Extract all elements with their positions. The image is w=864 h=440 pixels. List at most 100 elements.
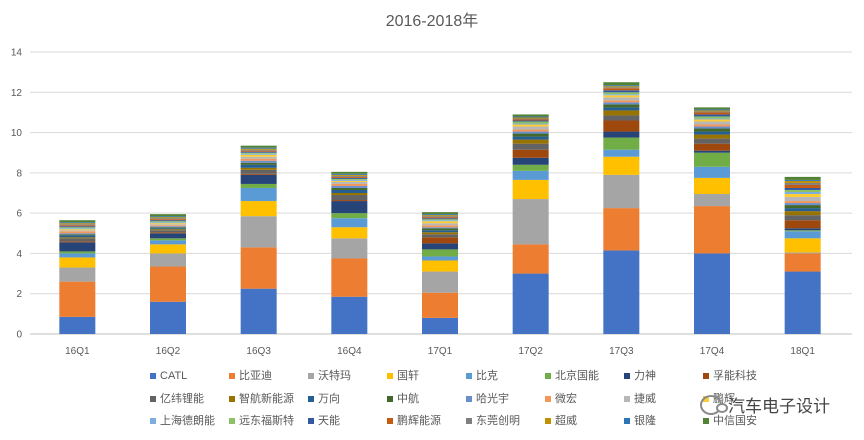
bar-segment bbox=[694, 118, 730, 120]
bar-segment bbox=[59, 222, 96, 224]
legend-label: CATL bbox=[160, 370, 187, 382]
bar-segment bbox=[512, 129, 549, 132]
bar-segment bbox=[331, 171, 368, 174]
legend-label: 孚能科技 bbox=[713, 368, 757, 382]
bar-segment bbox=[59, 231, 96, 234]
legend-label: 亿纬锂能 bbox=[160, 391, 204, 405]
y-tick-label: 0 bbox=[16, 330, 22, 341]
bar-segment bbox=[694, 110, 730, 112]
bar-segment bbox=[512, 133, 549, 137]
bar-segment bbox=[331, 200, 368, 202]
bar-segment bbox=[784, 180, 821, 183]
legend-swatch bbox=[150, 418, 156, 424]
legend-label: 比亚迪 bbox=[239, 369, 272, 382]
bar-segment bbox=[603, 208, 640, 251]
bar-segment bbox=[512, 143, 549, 150]
bar-segment bbox=[150, 219, 186, 221]
bar-segment bbox=[784, 191, 821, 195]
legend-swatch bbox=[150, 396, 156, 402]
bar-segment bbox=[422, 218, 458, 220]
bar-segment bbox=[331, 193, 368, 196]
legend-swatch bbox=[703, 418, 709, 424]
legend-label: 银隆 bbox=[634, 413, 656, 427]
x-tick-label: 16Q1 bbox=[65, 346, 90, 357]
bar-segment bbox=[603, 120, 640, 132]
bar-segment bbox=[422, 260, 458, 272]
legend-label: 哈光宇 bbox=[476, 391, 509, 405]
bar-segment bbox=[331, 189, 368, 193]
bar-segment bbox=[694, 253, 730, 334]
bar-segment bbox=[512, 117, 549, 119]
bar-segment bbox=[240, 152, 277, 154]
bar-segment bbox=[240, 150, 277, 152]
legend-label: 捷威 bbox=[634, 391, 656, 405]
bar-segment bbox=[240, 153, 277, 155]
bar-segment bbox=[422, 220, 458, 222]
bar-segment bbox=[59, 316, 96, 334]
bar-segment bbox=[59, 242, 96, 252]
bar-segment bbox=[59, 220, 96, 223]
bar-segment bbox=[150, 238, 186, 241]
bar-segment bbox=[784, 228, 821, 231]
legend-swatch bbox=[308, 396, 314, 402]
bar-segment bbox=[603, 95, 640, 98]
legend-label: 天能 bbox=[318, 413, 340, 427]
bar-segment bbox=[150, 266, 186, 302]
bar-segment bbox=[59, 235, 96, 238]
bar-segment bbox=[331, 180, 368, 182]
bar-segment bbox=[59, 225, 96, 227]
bar-segment bbox=[784, 230, 821, 232]
bar-segment bbox=[694, 138, 730, 144]
legend-swatch bbox=[387, 418, 393, 424]
watermark: 汽车电子设计 bbox=[700, 392, 830, 417]
bar-segment bbox=[784, 187, 821, 190]
legend-label: 中信国安 bbox=[713, 413, 757, 427]
bar-segment bbox=[240, 145, 277, 148]
bar-segment bbox=[422, 215, 458, 217]
bar-segment bbox=[150, 232, 186, 234]
bar-segment bbox=[59, 253, 96, 258]
legend-label: 超威 bbox=[555, 413, 577, 427]
bar-segment bbox=[512, 179, 549, 200]
bar-segment bbox=[150, 214, 186, 217]
legend-swatch bbox=[624, 418, 630, 424]
bar-segment bbox=[240, 187, 277, 202]
bar-segment bbox=[150, 253, 186, 267]
bar-segment bbox=[603, 100, 640, 103]
x-tick-label: 17Q4 bbox=[700, 346, 725, 357]
bar-segment bbox=[512, 149, 549, 158]
bar-segment bbox=[784, 176, 821, 180]
bars bbox=[59, 82, 821, 334]
bar-segment bbox=[59, 237, 96, 239]
bar-segment bbox=[784, 179, 821, 181]
bar-segment bbox=[512, 119, 549, 121]
bar-segment bbox=[784, 184, 821, 188]
bar-segment bbox=[150, 230, 186, 233]
bar-segment bbox=[694, 111, 730, 113]
bar-segment bbox=[59, 267, 96, 282]
bar-segment bbox=[150, 240, 186, 245]
bar-segment bbox=[603, 86, 640, 88]
bar-segment bbox=[59, 227, 96, 229]
bar-segment bbox=[784, 182, 821, 185]
bar-segment bbox=[694, 166, 730, 178]
bar-segment bbox=[422, 317, 458, 334]
bar-segment bbox=[150, 244, 186, 254]
legend-swatch bbox=[308, 373, 314, 379]
legend-swatch bbox=[387, 373, 393, 379]
bar-segment bbox=[59, 234, 96, 236]
bar-segment bbox=[512, 114, 549, 117]
bar-segment bbox=[331, 195, 368, 201]
bar-segment bbox=[422, 216, 458, 218]
bar-segment bbox=[240, 156, 277, 159]
bar-segment bbox=[331, 178, 368, 180]
bar-segment bbox=[150, 226, 186, 228]
y-axis: 0 2 4 6 8 10 12 14 bbox=[11, 48, 23, 341]
legend-swatch bbox=[229, 396, 235, 402]
bar-segment bbox=[422, 249, 458, 257]
bar-segment bbox=[240, 201, 277, 217]
legend-swatch bbox=[466, 396, 472, 402]
legend-swatch bbox=[624, 373, 630, 379]
bar-segment bbox=[150, 222, 186, 224]
